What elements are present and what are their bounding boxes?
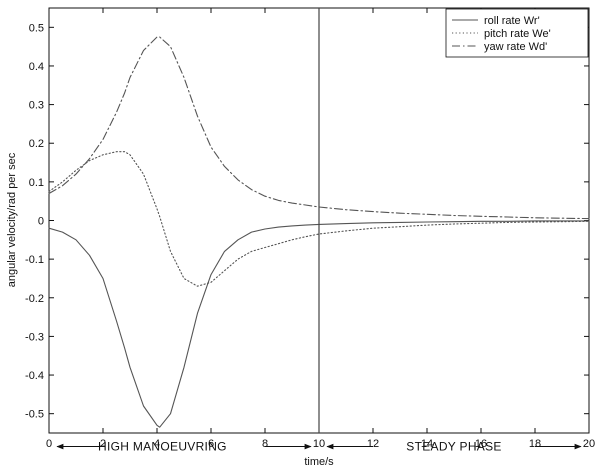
x-tick-label: 16 [475,438,487,450]
x-tick-label: 10 [313,438,325,450]
x-tick-label: 18 [529,438,541,450]
series-line [48,36,590,220]
series-line [48,220,590,428]
x-tick-label: 6 [208,438,214,450]
phase-label: STEADY PHASE [406,440,501,454]
y-tick-label: -0.1 [25,254,44,266]
legend-label: pitch rate We' [484,28,551,40]
y-tick-label: 0.1 [29,177,44,189]
legend-box [445,8,589,58]
y-tick-label: 0.4 [29,61,44,73]
x-tick-label: 4 [154,438,160,450]
legend: roll rate Wr'pitch rate We'yaw rate Wd' [445,8,589,58]
y-tick-label: -0.4 [25,370,44,382]
legend-label: roll rate Wr' [484,15,540,27]
x-tick-label: 0 [46,438,52,450]
legend-label: yaw rate Wd' [484,41,547,53]
y-tick-label: -0.5 [25,409,44,421]
legend-items: roll rate Wr'pitch rate We'yaw rate Wd' [452,15,551,53]
phase-label: HIGH MANOEUVRING [98,440,227,454]
x-tick-label: 12 [367,438,379,450]
x-tick-label: 8 [262,438,268,450]
y-tick-label: 0.5 [29,22,44,34]
y-tick-label: -0.2 [25,293,44,305]
y-axis: 0.5 0.4 0.3 0.2 0.1 0 -0.1 -0.2 -0.3 -0.4 -0.5 [25,22,589,421]
y-tick-label: 0.3 [29,100,44,112]
y-tick-label: 0.2 [29,138,44,150]
annotation-layer: HIGH MANOEUVRING STEADY PHASE [56,440,582,454]
series-line [48,151,590,287]
x-tick-label: 2 [100,438,106,450]
x-axis-title: time/s [304,456,334,468]
x-axis: 0 2 4 6 8 10 12 14 16 18 20 [46,8,595,450]
y-axis-title: angular velocity/rad per sec [6,152,18,287]
series-layer [48,8,590,433]
y-tick-label: 0 [38,216,44,228]
x-tick-label: 20 [583,438,595,450]
y-tick-label: -0.3 [25,331,44,343]
x-tick-label: 14 [421,438,433,450]
